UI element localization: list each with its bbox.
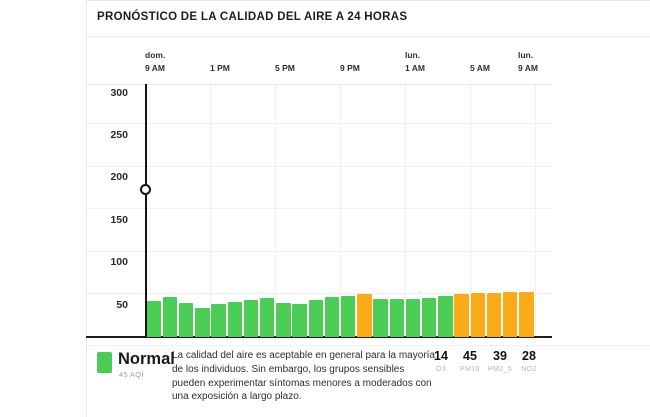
current-aqi-label: 45 AQI xyxy=(119,370,144,379)
x-axis-tick: dom. 9 AM xyxy=(145,50,165,73)
status-color-swatch xyxy=(97,352,112,373)
page-title: PRONÓSTICO DE LA CALIDAD DEL AIRE A 24 H… xyxy=(97,11,408,23)
aqi-bar[interactable] xyxy=(276,303,291,337)
pollutant-name: O3 xyxy=(435,366,447,373)
x-axis-time-label: 1 AM xyxy=(405,63,425,73)
gridline-horizontal xyxy=(86,165,552,167)
card-top-border xyxy=(86,0,650,1)
aqi-bar[interactable] xyxy=(373,299,388,337)
current-time-line xyxy=(145,84,147,337)
x-axis-day-label xyxy=(470,50,490,63)
title-separator xyxy=(86,36,650,37)
x-axis-time-label: 9 AM xyxy=(145,63,165,73)
aqi-bar[interactable] xyxy=(486,293,502,337)
aqi-bar[interactable] xyxy=(259,298,275,337)
y-axis-tick-label: 200 xyxy=(110,171,128,184)
gridline-vertical xyxy=(275,84,276,336)
y-axis-tick-label: 100 xyxy=(110,256,128,269)
x-axis-day-label xyxy=(210,50,230,63)
gridline-vertical xyxy=(340,84,341,336)
x-axis-time-label: 9 AM xyxy=(518,63,538,73)
y-axis-tick-label: 50 xyxy=(116,298,128,311)
aqi-bar[interactable] xyxy=(195,307,210,337)
pollutant-column: 39 PM2_5 xyxy=(478,349,522,373)
y-axis-tick-label: 250 xyxy=(110,128,128,141)
pollutant-value: 14 xyxy=(434,349,448,363)
x-axis-tick: 1 PM xyxy=(210,50,230,73)
aqi-bar[interactable] xyxy=(357,294,372,337)
pollutant-value: 45 xyxy=(463,349,477,363)
x-axis-tick: 5 AM xyxy=(470,50,490,73)
pollutant-name: PM2_5 xyxy=(487,366,513,373)
aqi-bar[interactable] xyxy=(162,296,178,337)
x-axis-tick: 9 PM xyxy=(340,50,360,73)
aqi-bar[interactable] xyxy=(389,299,405,337)
x-axis-time-label: 5 PM xyxy=(275,63,295,73)
y-axis-tick-label: 150 xyxy=(110,213,128,226)
gridline-vertical xyxy=(535,84,536,336)
aqi-bar[interactable] xyxy=(178,303,194,337)
gridline-horizontal xyxy=(86,208,552,210)
x-axis-day-label xyxy=(275,50,295,63)
status-label: Normal xyxy=(118,350,175,368)
x-axis-day-label: lun. xyxy=(405,50,421,60)
pollutant-value: 39 xyxy=(493,349,507,363)
aqi-bar[interactable] xyxy=(421,298,437,337)
pollutant-column: 14 O3 xyxy=(419,349,463,373)
aqi-bar[interactable] xyxy=(470,293,486,337)
status-description: La calidad del aire es aceptable en gene… xyxy=(172,350,435,403)
aqi-bar[interactable] xyxy=(324,296,340,337)
x-axis-tick: lun. 9 AM xyxy=(518,50,538,73)
aqi-bar[interactable] xyxy=(454,294,469,337)
aqi-bar[interactable] xyxy=(502,291,518,337)
aqi-bar[interactable] xyxy=(211,304,226,337)
gridline-horizontal xyxy=(86,250,552,252)
x-axis-baseline xyxy=(86,336,552,338)
aqi-bar[interactable] xyxy=(227,301,243,337)
gridline-vertical xyxy=(470,84,471,336)
x-axis-day-label: lun. xyxy=(518,50,534,60)
pollutant-name: NO2 xyxy=(521,366,537,373)
aqi-bar[interactable] xyxy=(243,300,259,337)
x-axis-time-label: 5 AM xyxy=(470,63,490,73)
y-axis-tick-label: 300 xyxy=(110,86,128,99)
gridline-horizontal xyxy=(86,84,552,85)
gridline-vertical xyxy=(405,84,406,336)
x-axis-tick: lun. 1 AM xyxy=(405,50,425,73)
legend-separator xyxy=(86,345,650,346)
aqi-bar[interactable] xyxy=(405,299,421,337)
aqi-bar[interactable] xyxy=(146,300,162,337)
x-axis-tick: 5 PM xyxy=(275,50,295,73)
pollutant-name: PM10 xyxy=(460,366,480,373)
aqi-bar[interactable] xyxy=(519,292,534,337)
gridline-vertical xyxy=(210,84,211,336)
aqi-bar[interactable] xyxy=(308,300,324,337)
x-axis-time-label: 9 PM xyxy=(340,63,360,73)
pollutant-value: 28 xyxy=(522,349,536,363)
aqi-bar[interactable] xyxy=(292,304,307,337)
aqi-bar[interactable] xyxy=(340,295,356,337)
gridline-horizontal xyxy=(86,292,552,294)
x-axis-day-label: dom. xyxy=(145,50,166,60)
x-axis-day-label xyxy=(340,50,360,63)
x-axis-time-label: 1 PM xyxy=(210,63,230,73)
pollutant-column: 28 NO2 xyxy=(507,349,551,373)
pollutant-column: 45 PM10 xyxy=(448,349,492,373)
gridline-horizontal xyxy=(86,123,552,125)
aqi-bar[interactable] xyxy=(438,295,453,337)
time-slider-handle[interactable] xyxy=(140,184,151,195)
